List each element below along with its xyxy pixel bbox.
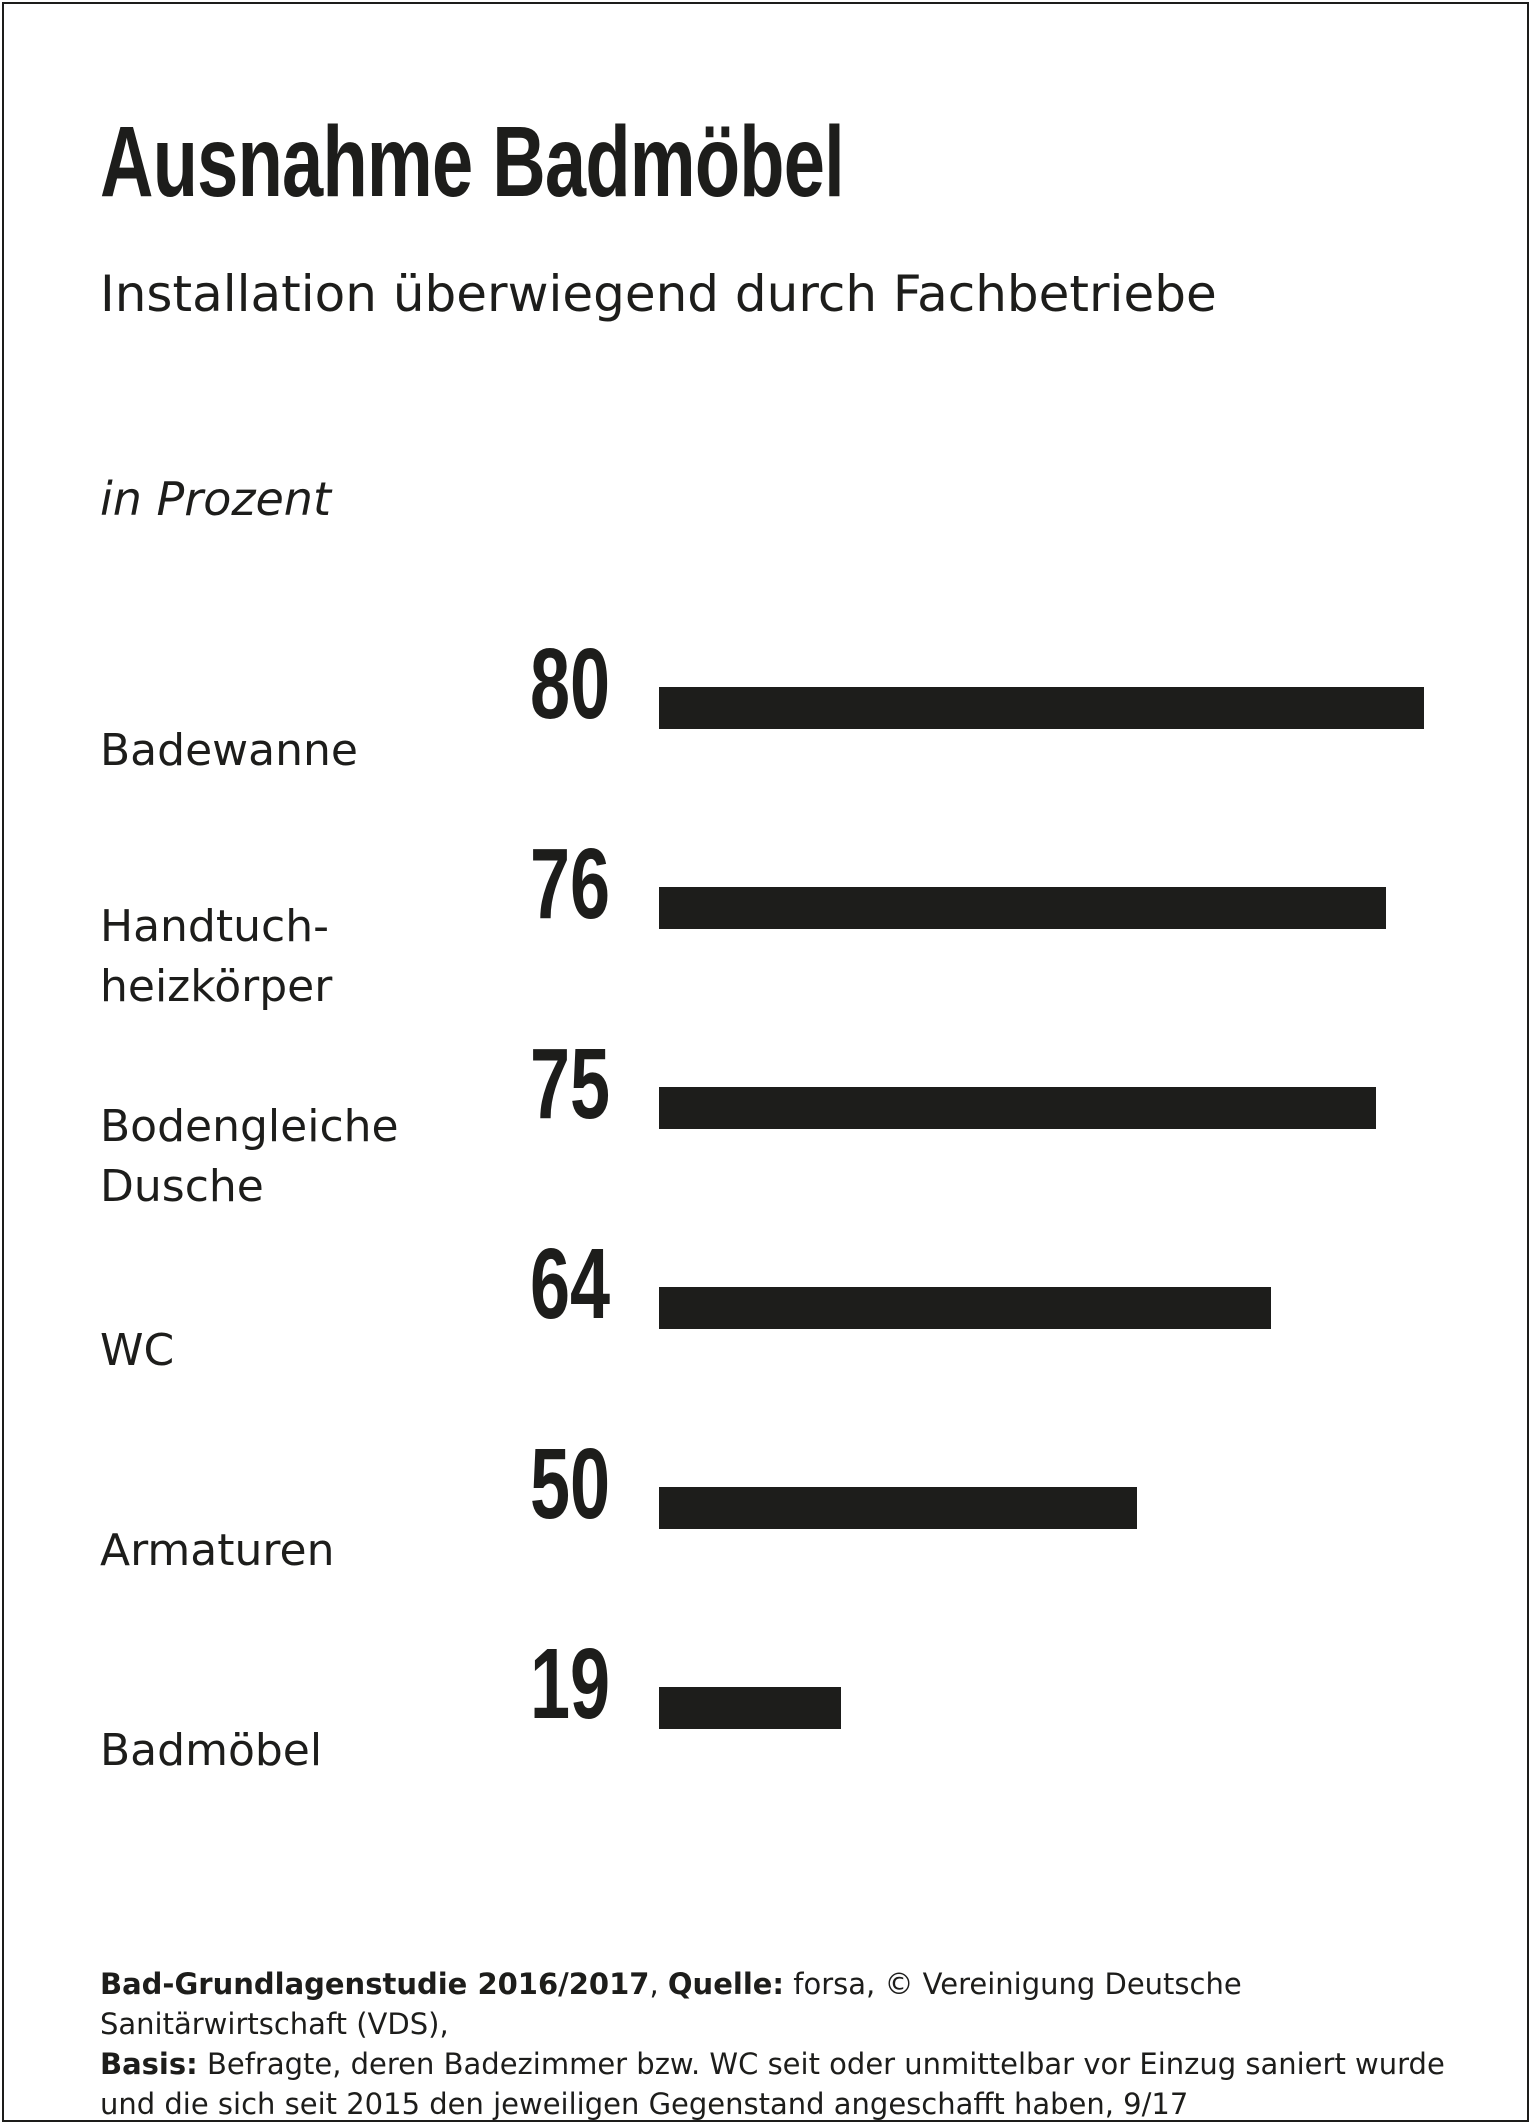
footnote-basis-label: Basis: — [100, 2047, 198, 2081]
value-label: 19 — [530, 1628, 611, 1740]
value-label: 64 — [530, 1228, 611, 1340]
category-label: Armaturen — [100, 1525, 335, 1576]
bar — [659, 1487, 1137, 1529]
footnote-source-text: forsa, © Vereinigung Deutsche Sanitärwir… — [100, 1967, 1242, 2041]
category-label: WC — [100, 1325, 175, 1376]
footnote: Bad-Grundlagenstudie 2016/2017, Quelle: … — [100, 1964, 1480, 2124]
chart-subtitle: Installation überwiegend durch Fachbetri… — [100, 265, 1217, 323]
value-label: 80 — [530, 628, 611, 740]
category-label: Bodengleiche Dusche — [100, 1101, 399, 1212]
value-label: 50 — [530, 1428, 611, 1540]
bar — [659, 1087, 1376, 1129]
chart-title: Ausnahme Badmöbel — [100, 106, 845, 218]
bar — [659, 1687, 841, 1729]
category-label: Badmöbel — [100, 1725, 323, 1776]
bar — [659, 1287, 1271, 1329]
footnote-source-label: Quelle: — [667, 1967, 785, 2001]
category-label: Handtuch- heizkörper — [100, 901, 333, 1012]
footnote-basis-text: Befragte, deren Badezimmer bzw. WC seit … — [100, 2047, 1445, 2121]
bar — [659, 887, 1386, 929]
footnote-separator: , — [649, 1967, 668, 2001]
unit-label: in Prozent — [100, 472, 331, 526]
value-label: 75 — [530, 1028, 611, 1140]
value-label: 76 — [530, 828, 611, 940]
bar — [659, 687, 1424, 729]
footnote-study: Bad-Grundlagenstudie 2016/2017 — [100, 1967, 650, 2001]
category-label: Badewanne — [100, 725, 358, 776]
